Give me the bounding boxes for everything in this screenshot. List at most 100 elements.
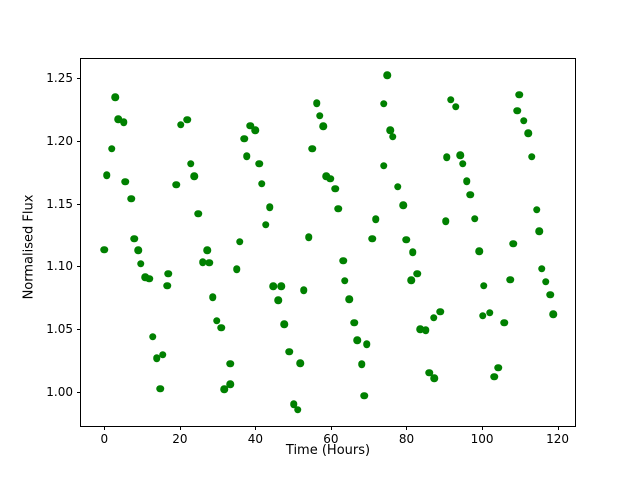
data-point bbox=[148, 332, 157, 341]
x-tick-mark bbox=[557, 426, 559, 430]
data-point bbox=[383, 71, 391, 79]
data-point bbox=[413, 269, 421, 278]
data-point bbox=[353, 336, 361, 344]
data-point bbox=[262, 220, 270, 229]
x-tick-mark bbox=[255, 426, 257, 430]
y-tick-label: 1.25 bbox=[46, 71, 73, 86]
data-point bbox=[163, 281, 171, 290]
data-point bbox=[159, 351, 167, 359]
data-point bbox=[360, 392, 368, 400]
y-tick-mark bbox=[77, 78, 81, 80]
data-point bbox=[422, 326, 430, 334]
y-tick-label: 1.15 bbox=[46, 196, 73, 211]
data-point bbox=[127, 194, 135, 203]
data-point bbox=[500, 318, 509, 327]
data-point bbox=[479, 281, 488, 290]
data-point bbox=[394, 182, 402, 191]
data-point bbox=[130, 235, 138, 243]
data-point bbox=[280, 320, 289, 328]
data-point bbox=[304, 233, 313, 241]
data-point bbox=[490, 373, 498, 381]
data-point bbox=[462, 177, 471, 186]
data-point bbox=[519, 116, 528, 125]
data-point bbox=[308, 145, 316, 153]
data-point bbox=[546, 291, 555, 299]
data-point bbox=[293, 406, 302, 414]
y-tick-label: 1.10 bbox=[46, 259, 73, 274]
data-point bbox=[334, 205, 343, 213]
data-point bbox=[452, 103, 460, 111]
data-point bbox=[486, 308, 494, 317]
x-tick-mark bbox=[482, 426, 484, 430]
data-point bbox=[442, 217, 450, 225]
x-tick-label: 20 bbox=[172, 432, 188, 446]
y-tick-label: 1.05 bbox=[46, 321, 73, 336]
data-point bbox=[524, 129, 532, 138]
data-point bbox=[108, 145, 116, 153]
data-point bbox=[515, 90, 524, 99]
data-point bbox=[269, 282, 277, 291]
data-point bbox=[331, 185, 339, 193]
y-tick-mark bbox=[77, 203, 81, 205]
data-point bbox=[425, 368, 433, 377]
data-point bbox=[246, 121, 254, 130]
data-point bbox=[459, 160, 467, 168]
data-point bbox=[363, 340, 371, 349]
data-point bbox=[402, 235, 411, 244]
data-point bbox=[153, 354, 161, 362]
data-point bbox=[436, 307, 444, 316]
y-tick-label: 1.20 bbox=[46, 133, 73, 148]
data-point bbox=[190, 172, 198, 180]
data-point bbox=[416, 325, 424, 333]
data-point bbox=[258, 180, 266, 188]
data-point bbox=[471, 215, 479, 223]
y-axis-label: Normalised Flux bbox=[21, 194, 37, 300]
x-tick-mark bbox=[330, 426, 332, 430]
data-point bbox=[326, 175, 334, 183]
data-point bbox=[205, 259, 214, 267]
data-point bbox=[430, 374, 438, 382]
x-tick-mark bbox=[406, 426, 408, 430]
x-tick-label: 80 bbox=[398, 432, 415, 446]
data-point bbox=[509, 239, 518, 248]
y-tick-label: 1.00 bbox=[46, 384, 73, 399]
data-point bbox=[479, 312, 487, 320]
data-point bbox=[537, 264, 546, 273]
data-point bbox=[145, 275, 153, 283]
data-point bbox=[141, 273, 149, 281]
data-point bbox=[358, 360, 366, 368]
data-point bbox=[114, 115, 123, 123]
data-point bbox=[277, 282, 286, 291]
data-point bbox=[350, 318, 359, 327]
data-point bbox=[446, 95, 455, 104]
data-point bbox=[232, 265, 241, 273]
data-point bbox=[368, 235, 377, 243]
data-point bbox=[299, 286, 308, 294]
data-point bbox=[542, 278, 550, 286]
data-point bbox=[220, 385, 229, 394]
data-point bbox=[466, 190, 475, 199]
y-tick-mark bbox=[77, 140, 81, 142]
data-point bbox=[408, 248, 417, 257]
data-point bbox=[399, 201, 408, 210]
x-tick-label: 60 bbox=[323, 432, 339, 446]
data-point bbox=[371, 215, 380, 224]
data-point bbox=[156, 385, 164, 393]
data-point bbox=[528, 152, 536, 161]
data-point bbox=[285, 347, 294, 356]
data-point bbox=[322, 172, 330, 181]
data-point bbox=[494, 363, 503, 372]
data-point bbox=[266, 203, 274, 212]
data-point bbox=[345, 295, 353, 303]
data-point bbox=[137, 259, 145, 268]
x-tick-label: 100 bbox=[470, 432, 494, 446]
data-point bbox=[340, 276, 349, 285]
data-point bbox=[240, 135, 249, 143]
data-point bbox=[313, 99, 321, 108]
data-point bbox=[187, 160, 195, 168]
data-point bbox=[475, 247, 484, 255]
y-tick-mark bbox=[77, 391, 81, 393]
data-point bbox=[255, 160, 263, 168]
data-point bbox=[213, 317, 221, 325]
